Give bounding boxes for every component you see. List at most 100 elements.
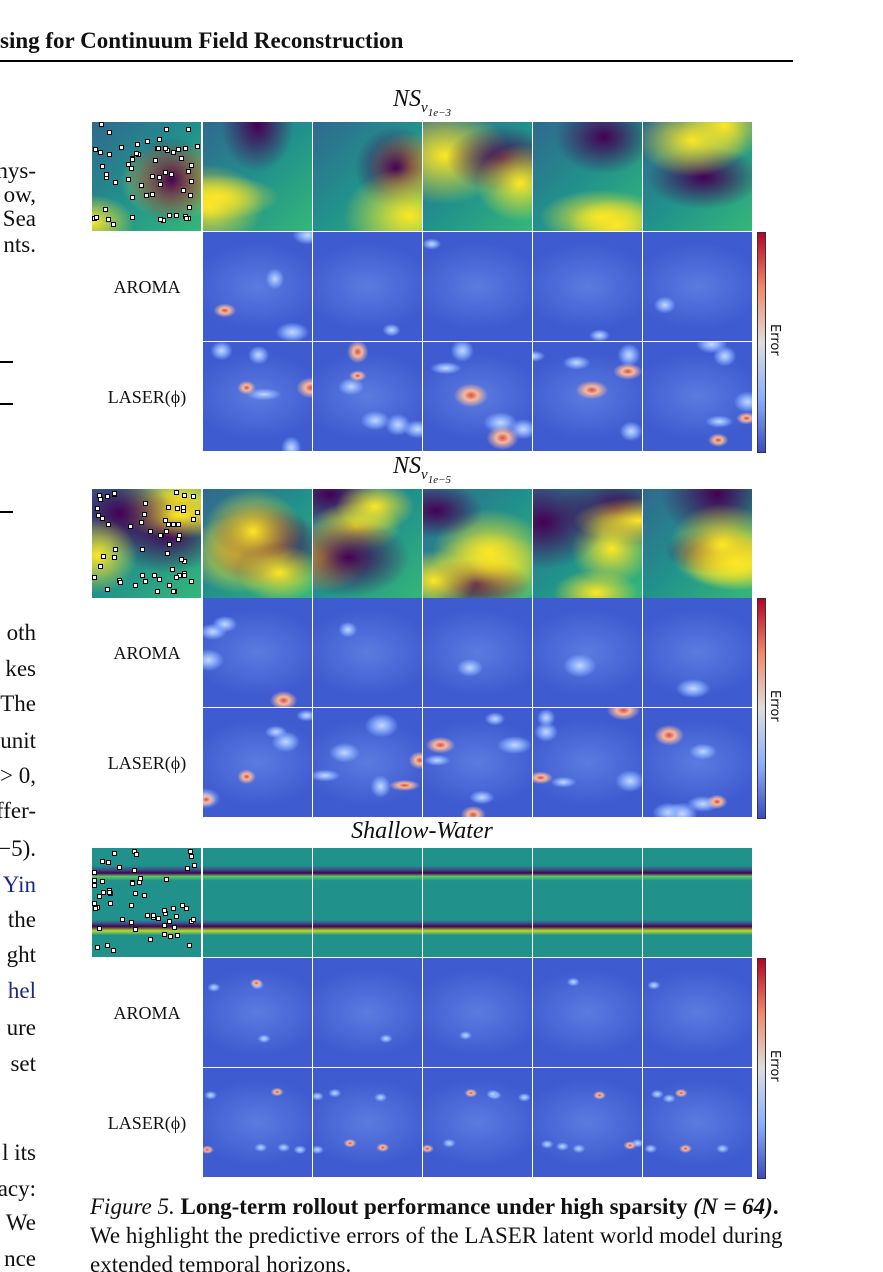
sensor-marker [105,587,110,592]
sensor-marker [183,146,188,151]
body-text-fragment: nce [4,1246,36,1271]
sensor-marker [132,868,137,873]
sensor-marker [104,172,109,177]
sensor-marker [134,852,139,857]
sensor-marker [158,217,163,222]
sensor-marker [156,146,161,151]
sensor-marker [192,863,197,868]
error-map [643,232,752,341]
sensor-marker [189,179,194,184]
header-rule [0,60,793,62]
sensor-marker [107,130,112,135]
sensor-marker [189,854,194,859]
sensor-marker [101,554,106,559]
sensor-marker [174,575,179,580]
sensor-marker [187,943,192,948]
body-text-fragment: unit [0,728,36,753]
sensor-marker [108,901,113,906]
sensor-marker [144,193,149,198]
field-map [92,489,201,598]
sensor-marker [176,522,181,527]
sensor-marker [97,894,102,899]
sensor-marker [175,506,180,511]
sensor-marker [106,522,111,527]
field-map [313,122,422,231]
sensor-marker [189,579,194,584]
field-map [423,122,532,231]
sensor-marker [171,522,176,527]
sensor-marker [155,589,160,594]
sensor-marker [195,144,200,149]
sensor-marker [163,518,168,523]
body-text-fragment: nts. [3,232,36,257]
field-map [533,848,642,957]
sensor-marker [92,883,97,888]
sensor-marker [105,943,110,948]
sensor-marker [101,890,106,895]
sensor-marker [103,207,108,212]
error-map [643,1068,752,1177]
body-text-fragment: kes [5,656,36,681]
sensor-marker [139,520,144,525]
sensor-marker [130,195,135,200]
sensor-marker [140,573,145,578]
sensor-marker [139,183,144,188]
sensor-marker [134,151,139,156]
sensor-marker [113,547,118,552]
sensor-marker [182,493,187,498]
caption-text: We highlight the predictive errors of th… [90,1223,783,1272]
error-map [643,598,752,707]
sensor-marker [92,870,97,875]
sensor-marker [98,150,103,155]
sensor-marker [162,908,167,913]
field-map [92,122,201,231]
panel-title: NSν1e−5 [393,453,451,486]
sensor-marker [162,923,167,928]
sensor-marker [99,122,104,127]
sensor-marker [130,215,135,220]
error-map [423,598,532,707]
sensor-marker [106,217,111,222]
error-map [533,342,642,451]
row-label: LASER(ϕ) [107,753,187,773]
sensor-marker [94,215,99,220]
error-map [313,958,422,1067]
sensor-marker [170,567,175,572]
caption-bold-end: . [772,1194,779,1219]
sensor-marker [100,859,105,864]
field-map [313,848,422,957]
sensor-marker [143,579,148,584]
sensor-marker [153,158,158,163]
error-map [313,708,422,817]
sensor-marker [96,513,101,518]
error-map [203,232,312,341]
field-map [643,489,752,598]
sensor-marker [129,903,134,908]
sensor-marker [186,169,191,174]
error-map [643,708,752,817]
sensor-marker [174,213,179,218]
error-map [423,708,532,817]
error-map [643,958,752,1067]
sensor-marker [188,849,193,854]
error-map [203,342,312,451]
sensor-marker [133,927,138,932]
sensor-marker [179,156,184,161]
body-text-fragment: ure [6,1015,36,1040]
error-map [533,708,642,817]
sensor-marker [112,851,117,856]
error-map [203,1068,312,1177]
sensor-marker [100,879,105,884]
sensor-marker [171,589,176,594]
caption-bold: Long-term rollout performance under high… [180,1194,688,1219]
sensor-marker [118,580,123,585]
sensor-marker [133,891,138,896]
sensor-marker [167,919,172,924]
colorbar [757,958,766,1179]
field-map [533,489,642,598]
sensor-marker [195,510,200,515]
sensor-marker [145,913,150,918]
sensor-marker [164,877,169,882]
sensor-marker [152,573,157,578]
